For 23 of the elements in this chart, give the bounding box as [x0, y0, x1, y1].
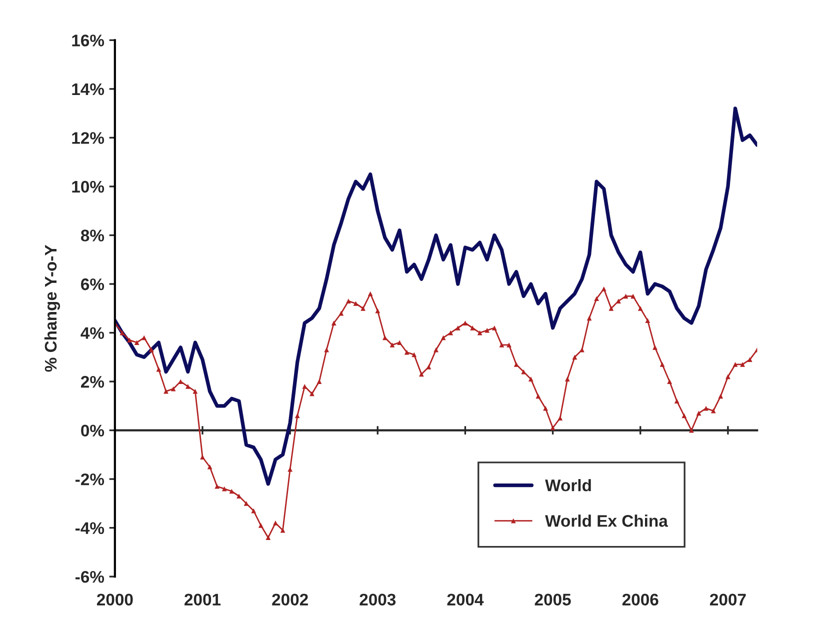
x-tick-label: 2006 — [622, 594, 658, 606]
y-tick-label: 14% — [72, 83, 104, 96]
y-tick-label: -4% — [76, 522, 104, 534]
y-tick-label: 12% — [72, 132, 104, 144]
x-tick-label: 2001 — [184, 594, 221, 606]
y-tick-label: 8% — [80, 230, 104, 242]
x-tick-label: 2007 — [710, 594, 746, 606]
y-tick-label: 0% — [81, 424, 104, 436]
x-tick-label: 2003 — [360, 594, 396, 606]
x-tick-label: 2005 — [534, 594, 571, 606]
y-tick-label: 16% — [72, 34, 104, 46]
x-tick-label: 2004 — [447, 594, 484, 606]
y-axis-title: % Change Y-o-Y — [44, 244, 60, 372]
y-tick-label: -6% — [76, 570, 104, 583]
y-tick-label: 6% — [81, 278, 104, 290]
y-tick-label: -2% — [76, 473, 104, 486]
y-tick-label: 4% — [80, 327, 104, 339]
x-tick-label: 2000 — [96, 594, 133, 606]
x-tick-label: 2002 — [272, 594, 308, 606]
legend-label: World — [545, 479, 591, 492]
legend-label: World Ex China — [545, 514, 668, 527]
y-tick-label: 10% — [72, 180, 104, 193]
y-tick-label: 2% — [80, 376, 104, 388]
